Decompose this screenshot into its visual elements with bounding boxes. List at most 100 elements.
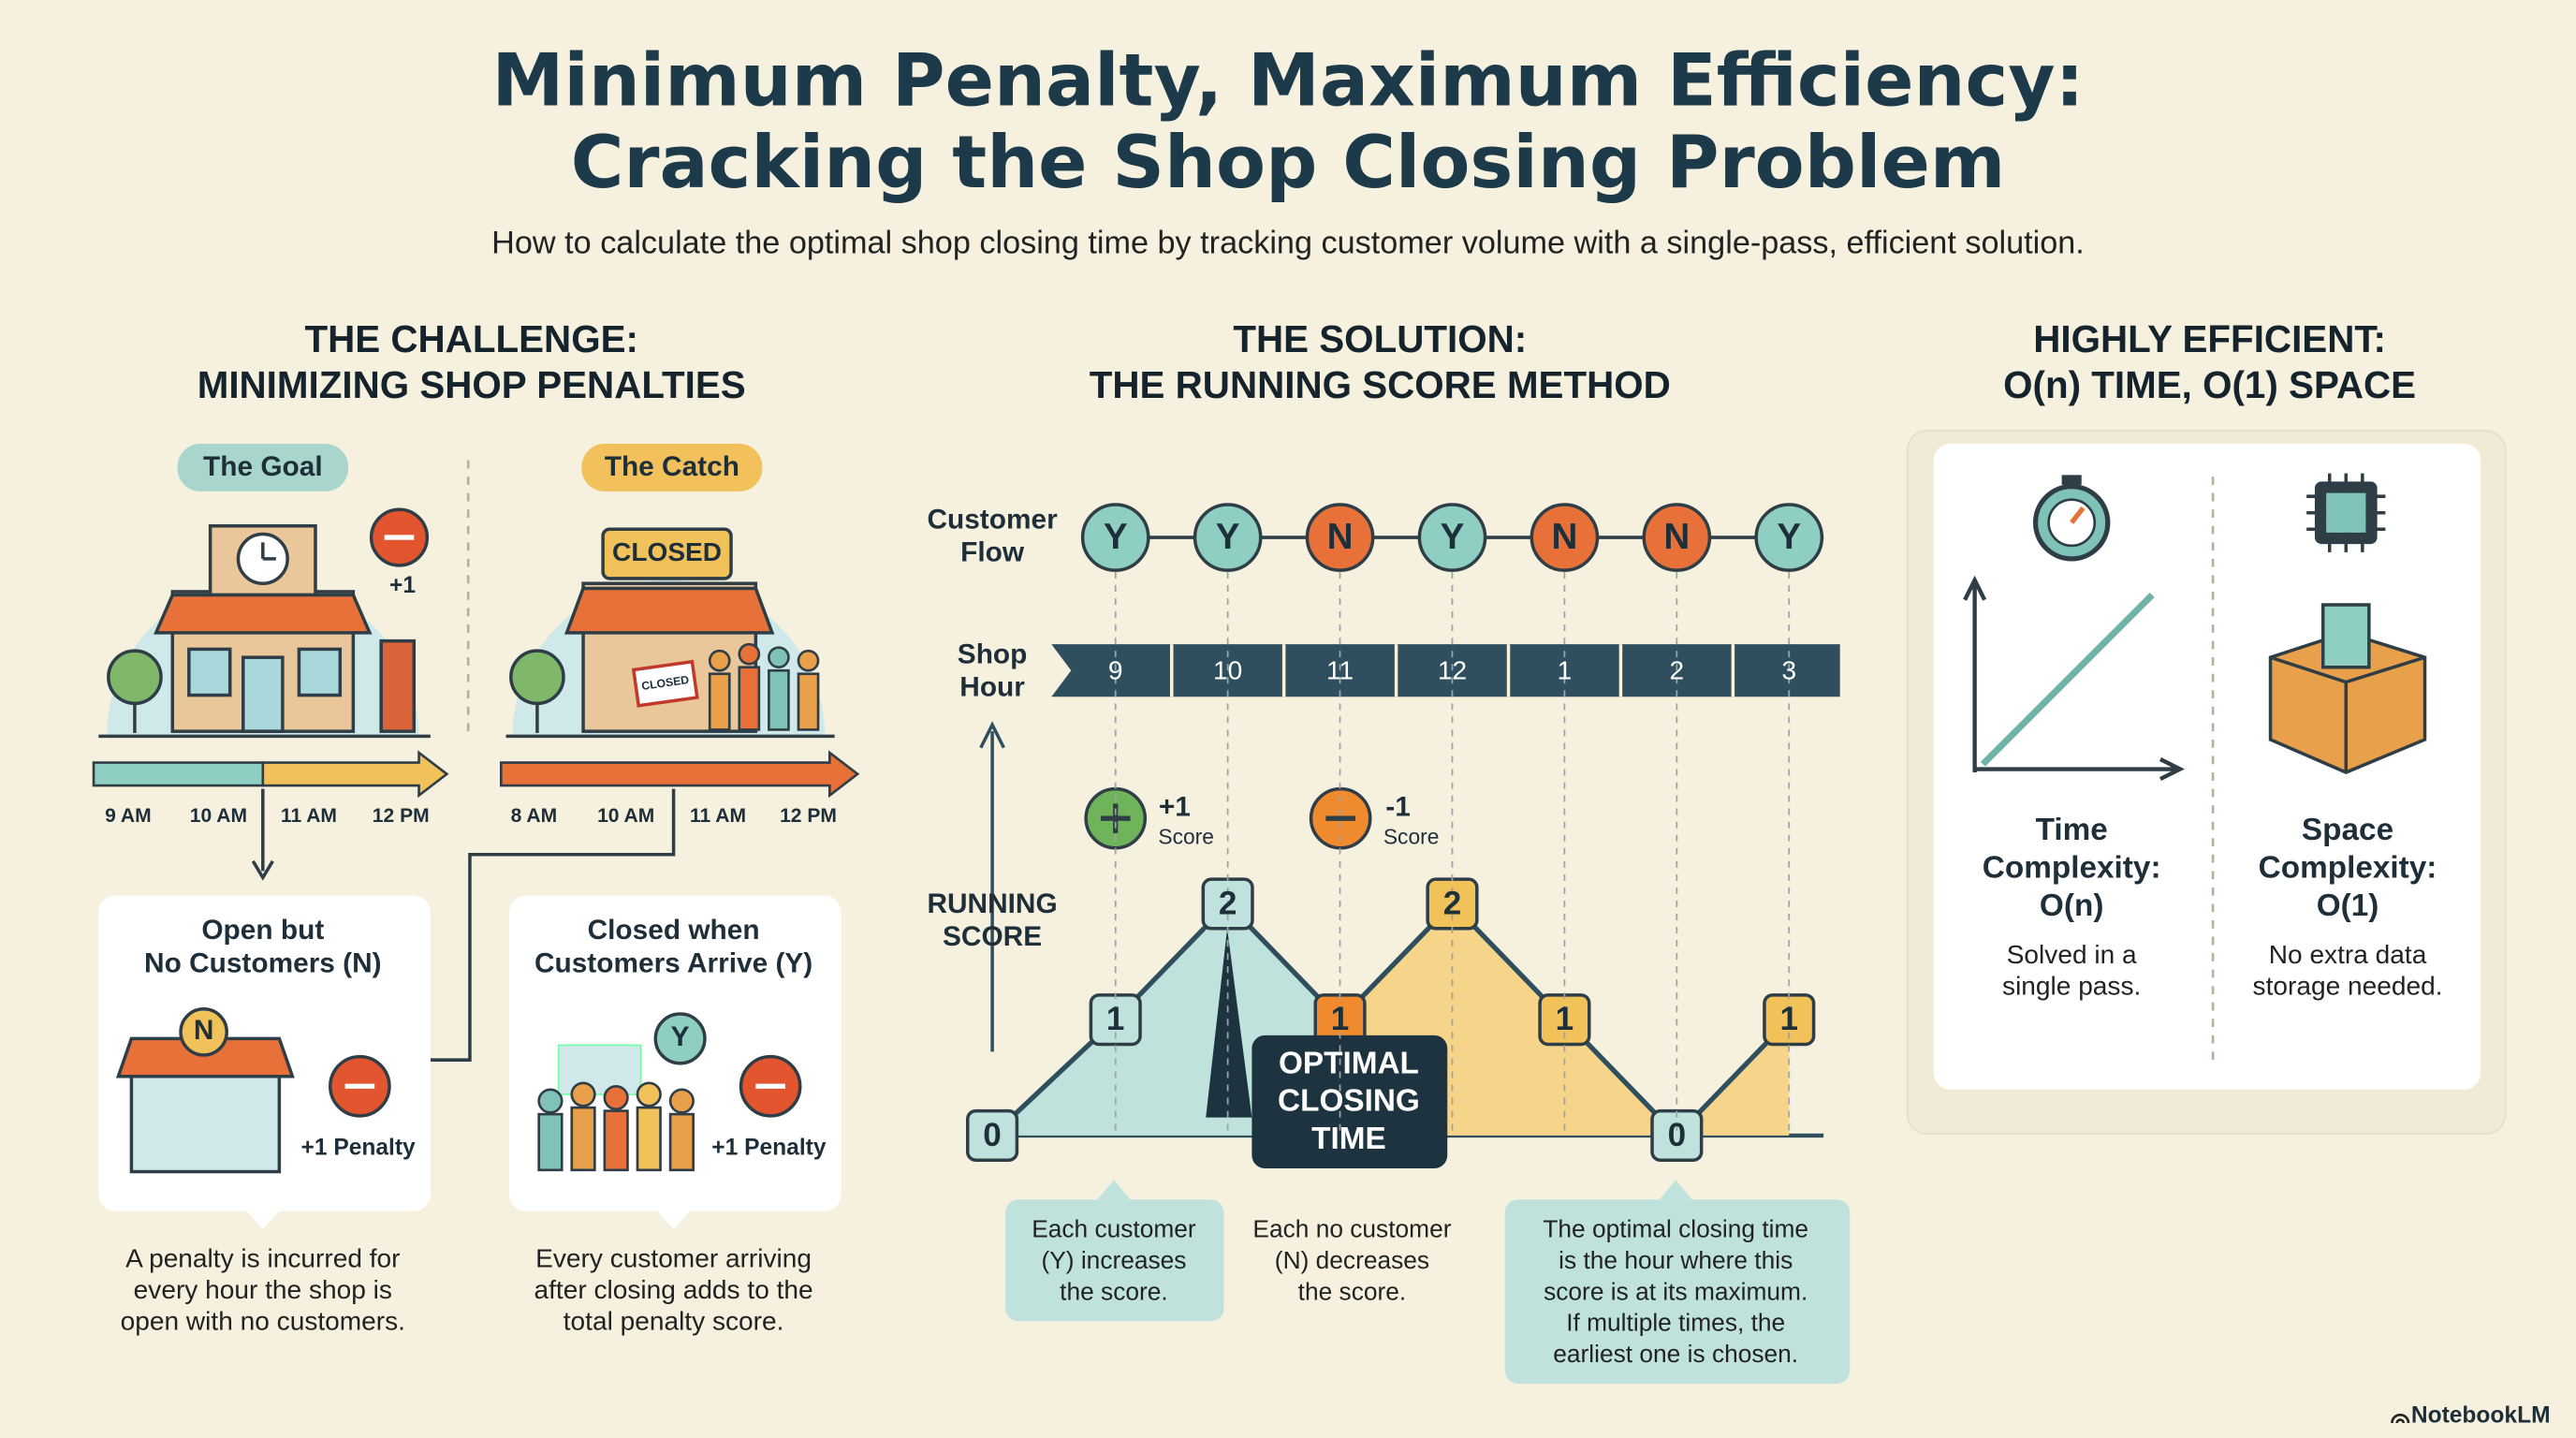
flow-letter: Y (1777, 517, 1801, 557)
timelines (92, 750, 860, 1062)
complexity-caption: storage needed. (2253, 971, 2443, 1000)
callout (1206, 928, 1448, 1169)
note-line: (N) decreases (1275, 1246, 1429, 1274)
section-heading: THE SOLUTION: (1233, 317, 1527, 360)
section-heading: MINIMIZING SHOP PENALTIES (198, 363, 746, 406)
complexity-caption: Solved in a (2007, 940, 2137, 969)
row-label: Flow (960, 536, 1025, 567)
hour-label: 9 (1108, 655, 1123, 684)
flow-circle (1305, 503, 1375, 572)
flow-letter: Y (1216, 517, 1240, 557)
time-label: 11 AM (690, 805, 746, 827)
flow-circle (1080, 503, 1150, 572)
card-caption: Every customer arriving (535, 1244, 812, 1273)
complexity-title: Complexity: (1983, 850, 2161, 885)
note-line: The optimal closing time (1543, 1215, 1808, 1243)
score-value: 1 (1106, 1001, 1125, 1037)
time-label: 11 AM (281, 805, 337, 827)
hour-label: 12 (1438, 655, 1467, 684)
catch-pill (581, 444, 763, 492)
note-line: Each no customer (1252, 1215, 1451, 1243)
time-label: 10 AM (597, 805, 654, 827)
section-heading: HIGHLY EFFICIENT: (2033, 317, 2386, 360)
goal-pill (177, 444, 349, 492)
goal-illustration (98, 507, 431, 739)
note-line: is the hour where this (1559, 1246, 1793, 1274)
complexity-title: Complexity: (2259, 850, 2437, 885)
flow-circle (1417, 503, 1487, 572)
card-caption: A penalty is incurred for (125, 1244, 400, 1273)
minus-value: -1 (1385, 792, 1411, 823)
time-label: 12 PM (780, 805, 837, 827)
score-value: 2 (1219, 885, 1237, 921)
score-value: 0 (1668, 1117, 1687, 1153)
title-line: Minimum Penalty, Maximum Efficiency: (492, 38, 2085, 123)
section-heading: THE CHALLENGE: (304, 317, 638, 360)
complexity-title: Space (2302, 813, 2393, 847)
flow-letter: Y (1441, 517, 1465, 557)
section-heading: O(n) TIME, O(1) SPACE (2003, 363, 2416, 406)
flow-letter: N (1327, 517, 1354, 557)
hour-bar (1051, 644, 1840, 697)
card-title: Customers Arrive (Y) (534, 947, 812, 978)
closed-sign: CLOSED (612, 537, 722, 566)
time-label: 10 AM (190, 805, 247, 827)
callout-text: TIME (1311, 1122, 1386, 1156)
plus-label: Score (1158, 824, 1214, 848)
card-title: No Customers (N) (144, 947, 382, 978)
time-label: 8 AM (511, 805, 558, 827)
flow-circle (1193, 503, 1263, 572)
time-label: 9 AM (105, 805, 152, 827)
hour-label: 10 (1213, 655, 1242, 684)
card-title: Closed when (588, 915, 760, 946)
complexity-title: O(n) (2040, 888, 2103, 923)
note-line: the score. (1060, 1277, 1168, 1305)
card-caption: after closing adds to the (534, 1275, 813, 1304)
row-label: Shop (958, 638, 1028, 669)
note-line: score is at its maximum. (1544, 1277, 1808, 1305)
plus-value: +1 (1159, 792, 1191, 823)
note-line: the score. (1298, 1277, 1407, 1305)
minus-label: Score (1383, 824, 1440, 848)
card-caption: open with no customers. (121, 1306, 405, 1335)
score-value: 2 (1443, 885, 1462, 921)
flow-letter: N (1663, 517, 1690, 557)
score-box (966, 1108, 1019, 1162)
card-title: Open but (201, 915, 324, 946)
section-heading: THE RUNNING SCORE METHOD (1090, 363, 1671, 406)
row-label: Customer (927, 504, 1058, 535)
score-value: 1 (1780, 1001, 1799, 1037)
flow-circle (1754, 503, 1824, 572)
complexity-title: O(1) (2317, 888, 2379, 923)
penalty-label: +1 Penalty (711, 1135, 827, 1160)
flow-letter: N (1551, 517, 1577, 557)
flow-circle (1530, 503, 1600, 572)
time-label: 12 PM (373, 805, 430, 827)
card-icon: N (194, 1015, 214, 1046)
hour-label: 3 (1781, 655, 1796, 684)
callout-text: CLOSING (1278, 1084, 1420, 1119)
note-line: (Y) increases (1041, 1246, 1186, 1274)
subtitle: How to calculate the optimal shop closin… (491, 226, 2085, 261)
row-label: RUNNING (927, 888, 1057, 919)
row-label: SCORE (943, 921, 1042, 952)
penalty-badge: +1 (389, 573, 416, 598)
flow-letter: Y (1104, 517, 1128, 557)
closed-small: CLOSED (640, 673, 690, 693)
penalty-label: +1 Penalty (301, 1135, 417, 1160)
complexity-caption: No extra data (2269, 940, 2427, 969)
row-label: Hour (959, 671, 1025, 702)
score-value: 0 (983, 1117, 1002, 1153)
brand: NotebookLM (2411, 1403, 2551, 1429)
hour-label: 1 (1558, 655, 1573, 684)
card-icon: Y (671, 1021, 690, 1052)
pill-label: The Goal (203, 451, 323, 482)
card-caption: total penalty score. (564, 1306, 784, 1335)
efficiency-panel (1906, 430, 2507, 1136)
note-line: Each customer (1032, 1215, 1196, 1243)
flow-circle (1642, 503, 1712, 572)
brand-icon (2391, 1413, 2410, 1424)
hour-label: 11 (1326, 655, 1354, 684)
note-line: If multiple times, the (1566, 1309, 1785, 1337)
